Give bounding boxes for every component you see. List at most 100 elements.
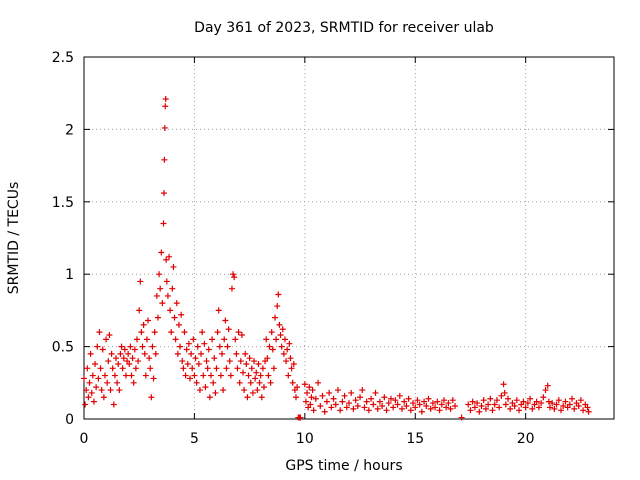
data-point [251, 358, 258, 365]
data-point [394, 401, 401, 408]
data-point [269, 346, 276, 353]
data-point [194, 343, 201, 350]
data-point [211, 355, 218, 362]
data-point [246, 355, 253, 362]
data-point [241, 387, 248, 394]
data-point [562, 398, 569, 405]
data-point [161, 156, 168, 163]
data-point [491, 401, 498, 408]
data-point [368, 395, 375, 402]
data-point [170, 263, 177, 270]
data-point [177, 343, 184, 350]
data-point [100, 394, 107, 401]
x-tick-label: 20 [517, 431, 535, 447]
data-point [255, 360, 262, 367]
data-point [507, 405, 514, 412]
data-point [283, 358, 290, 365]
y-tick-label: 1.5 [52, 195, 74, 211]
data-point [493, 397, 500, 404]
x-tick-label: 10 [296, 431, 314, 447]
data-point [302, 398, 309, 405]
data-point [277, 332, 284, 339]
data-point [145, 317, 152, 324]
data-point [245, 372, 252, 379]
data-point [156, 271, 163, 278]
data-point [103, 336, 110, 343]
data-point [115, 360, 122, 367]
data-point [467, 407, 474, 414]
data-point [99, 346, 106, 353]
data-point [132, 365, 139, 372]
data-point [280, 350, 287, 357]
data-point [257, 372, 264, 379]
data-point [259, 365, 266, 372]
data-point [416, 401, 423, 408]
data-point [118, 343, 125, 350]
data-point [207, 372, 214, 379]
data-point [401, 398, 408, 405]
data-point [143, 336, 150, 343]
data-point [328, 404, 335, 411]
data-point [542, 387, 549, 394]
data-point [182, 372, 189, 379]
data-point [90, 398, 97, 405]
data-point [478, 402, 485, 409]
data-point [385, 400, 392, 407]
data-point [544, 382, 551, 389]
data-point [555, 397, 562, 404]
data-point [584, 404, 591, 411]
data-point [256, 379, 263, 386]
data-point [198, 350, 205, 357]
data-point [88, 389, 95, 396]
data-point [278, 343, 285, 350]
data-point [337, 407, 344, 414]
data-point [148, 394, 155, 401]
data-point [465, 401, 472, 408]
data-point [81, 375, 87, 382]
data-point [489, 407, 496, 414]
data-point [365, 407, 372, 414]
data-point [427, 405, 434, 412]
data-point [429, 400, 436, 407]
data-point [315, 379, 322, 386]
data-point [281, 336, 288, 343]
data-point [89, 372, 96, 379]
data-point [383, 407, 390, 414]
data-point [326, 389, 333, 396]
data-point [348, 389, 355, 396]
data-point [500, 381, 507, 388]
data-point [195, 360, 202, 367]
data-point [237, 358, 244, 365]
data-point [577, 397, 584, 404]
data-point [265, 372, 272, 379]
data-point [502, 401, 509, 408]
data-point [193, 379, 200, 386]
data-point [447, 405, 454, 412]
data-point [236, 379, 243, 386]
data-point [117, 350, 124, 357]
data-point [138, 329, 145, 336]
data-point [423, 402, 430, 409]
data-point [92, 360, 99, 367]
data-point [216, 343, 223, 350]
data-point [113, 355, 120, 362]
data-point [153, 292, 160, 299]
data-point [240, 369, 246, 376]
data-point [227, 372, 234, 379]
data-point [119, 365, 126, 372]
data-point [163, 278, 170, 285]
data-point [264, 355, 271, 362]
y-tick-label: 2.5 [52, 50, 74, 66]
data-point [222, 317, 229, 324]
data-point [125, 350, 132, 357]
data-point [243, 360, 250, 367]
data-point [190, 336, 197, 343]
y-tick-label: 1 [65, 267, 74, 283]
data-point [538, 400, 545, 407]
data-point [381, 394, 388, 401]
data-point [558, 407, 564, 414]
data-point [549, 400, 556, 407]
data-point [94, 343, 101, 350]
data-point [332, 401, 339, 408]
data-point [312, 395, 319, 402]
